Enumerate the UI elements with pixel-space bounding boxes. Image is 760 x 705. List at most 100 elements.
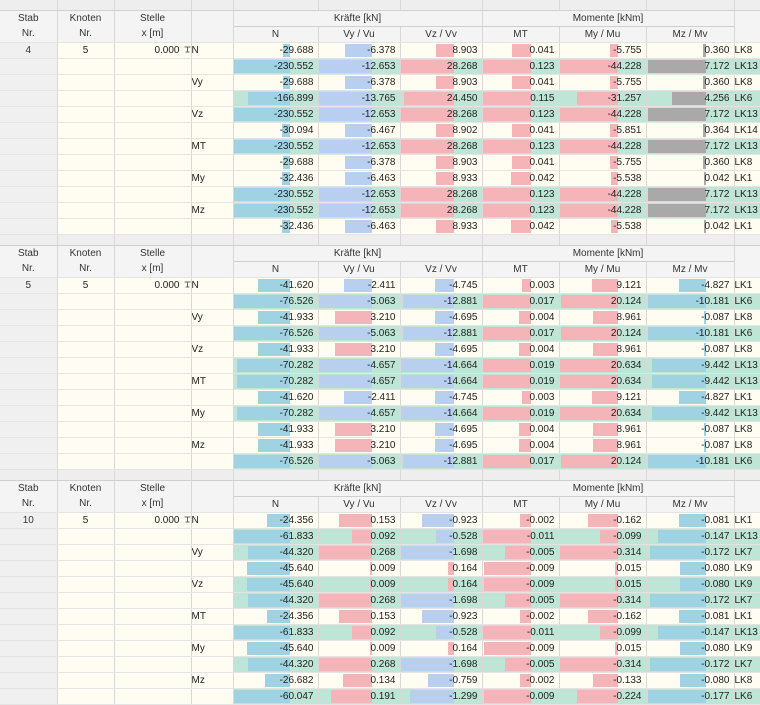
bar-vz <box>447 562 454 575</box>
bar-mt <box>521 391 531 404</box>
bar-mt <box>482 455 531 468</box>
value-text: -0.011 <box>526 530 555 542</box>
table-row[interactable]: 10 5 0.000 N -24.356 0.153 -0.923 -0.002 -0.162 -… <box>0 512 760 529</box>
value-text: 0.041 <box>529 124 555 136</box>
value-text: -2.411 <box>367 279 396 291</box>
value-text: -1.299 <box>449 690 478 702</box>
bar-my <box>610 172 618 185</box>
table-row[interactable]: Vy -41.933 3.210 -4.695 0.004 8.961 -0.087 LK8 <box>0 309 760 326</box>
value-my: 20.634 <box>559 357 647 374</box>
bar-my <box>587 514 618 527</box>
table-row[interactable]: -44.320 0.268 -1.698 -0.005 -0.314 -0.172 LK7 <box>0 656 760 673</box>
table-row[interactable]: Mz -26.682 0.134 -0.759 -0.002 -0.133 -0.080 LK… <box>0 672 760 689</box>
value-my: 0.015 <box>559 560 647 577</box>
table-row[interactable]: Vz -45.640 0.009 0.164 -0.009 0.015 -0.080 LK9 <box>0 576 760 593</box>
table-row[interactable]: -41.620 -2.411 -4.745 0.003 9.121 -4.827 LK1 <box>0 389 760 406</box>
table-row[interactable]: -32.436 -6.463 8.933 0.042 -5.538 0.042 LK1 <box>0 218 760 235</box>
bar-my <box>599 626 618 639</box>
value-vy: -6.378 <box>318 74 401 91</box>
value-text: 3.210 <box>370 311 396 323</box>
table-row[interactable]: Mz -230.552 -12.653 28.268 0.123 -44.228 7.172… <box>0 202 760 219</box>
table-row[interactable]: 4 5 0.000 N -29.688 -6.378 8.903 0.041 -5.755 0.3… <box>0 42 760 59</box>
result-type <box>191 688 234 705</box>
value-vy: -2.411 <box>318 389 401 406</box>
table-row[interactable]: -61.833 0.092 -0.528 -0.011 -0.099 -0.147 LK13 <box>0 528 760 545</box>
table-row[interactable]: -166.899 -13.765 24.450 0.115 -31.257 4.256 LK… <box>0 90 760 107</box>
value-text: -0.162 <box>613 610 642 622</box>
table-row[interactable]: Vz -230.552 -12.653 28.268 0.123 -44.228 7.172… <box>0 106 760 123</box>
stelle-x <box>114 58 192 75</box>
value-my: -0.099 <box>559 624 647 641</box>
value-my: -44.228 <box>559 186 647 203</box>
table-row[interactable]: Vz -41.933 3.210 -4.695 0.004 8.961 -0.087 LK8 <box>0 341 760 358</box>
table-row[interactable]: -30.094 -6.467 8.902 0.041 -5.851 0.364 LK14 <box>0 122 760 139</box>
gap-cell <box>191 469 234 481</box>
value-text: 0.017 <box>529 455 555 467</box>
table-row[interactable]: -44.320 0.268 -1.698 -0.005 -0.314 -0.172 LK7 <box>0 592 760 609</box>
value-mz: -10.181 <box>646 453 735 470</box>
gap-row <box>0 234 760 246</box>
gap-cell <box>57 0 115 11</box>
table-row[interactable]: -70.282 -4.657 -14.664 0.019 20.634 -9.442 LK1… <box>0 357 760 374</box>
value-text: -0.087 <box>701 439 730 451</box>
table-row[interactable]: Mz -41.933 3.210 -4.695 0.004 8.961 -0.087 LK8 <box>0 437 760 454</box>
table-row[interactable]: 5 5 0.000 N -41.620 -2.411 -4.745 0.003 9.121 -4.… <box>0 277 760 294</box>
value-text: 28.268 <box>446 204 478 216</box>
value-text: 0.134 <box>370 674 396 686</box>
value-text: 8.933 <box>452 172 478 184</box>
bar-vz <box>400 60 454 73</box>
bar-mz <box>651 375 706 388</box>
value-my: 8.961 <box>559 341 647 358</box>
bar-mt <box>518 343 531 356</box>
table-row[interactable]: -76.526 -5.063 -12.881 0.017 20.124 -10.181 LK… <box>0 325 760 342</box>
stelle-value: 0.000 <box>154 279 180 291</box>
table-row[interactable]: -29.688 -6.378 8.903 0.041 -5.755 0.360 LK8 <box>0 154 760 171</box>
gap-cell <box>318 234 401 246</box>
value-mt: 0.123 <box>482 106 560 123</box>
table-row[interactable]: -76.526 -5.063 -12.881 0.017 20.124 -10.181 LK… <box>0 293 760 310</box>
value-text: 0.015 <box>616 578 642 590</box>
gap-cell <box>559 469 647 481</box>
value-vy: -6.463 <box>318 170 401 187</box>
knoten-nr <box>57 608 115 625</box>
value-my: 20.124 <box>559 325 647 342</box>
value-text: -76.526 <box>279 295 314 307</box>
value-text: -0.011 <box>526 626 555 638</box>
table-row[interactable]: Vy -29.688 -6.378 8.903 0.041 -5.755 0.360 LK8 <box>0 74 760 91</box>
load-case: LK13 <box>734 186 760 203</box>
value-mz: -0.080 <box>646 560 735 577</box>
value-text: 0.191 <box>370 690 396 702</box>
result-type: Vz <box>191 341 234 358</box>
table-row[interactable]: -230.552 -12.653 28.268 0.123 -44.228 7.172 LK… <box>0 186 760 203</box>
table-row[interactable]: -60.047 0.191 -1.299 -0.009 -0.224 -0.177 LK6 <box>0 688 760 705</box>
stab-nr <box>0 325 58 342</box>
table-row[interactable]: -61.833 0.092 -0.528 -0.011 -0.099 -0.147 LK13 <box>0 624 760 641</box>
bar-my <box>592 343 618 356</box>
table-row[interactable]: My -45.640 0.009 0.164 -0.009 0.015 -0.080 LK9 <box>0 640 760 657</box>
value-text: 8.961 <box>616 311 642 323</box>
header-knoten-nr: Nr. <box>57 261 115 278</box>
value-text: -166.899 <box>274 92 314 104</box>
table-row[interactable]: MT -70.282 -4.657 -14.664 0.019 20.634 -9.442 L… <box>0 373 760 390</box>
table-row[interactable]: Vy -44.320 0.268 -1.698 -0.005 -0.314 -0.172 LK… <box>0 544 760 561</box>
table-row[interactable]: My -70.282 -4.657 -14.664 0.019 20.634 -9.442 L… <box>0 405 760 422</box>
stab-nr <box>0 592 58 609</box>
value-text: -41.933 <box>279 423 314 435</box>
value-vy: -5.063 <box>318 293 401 310</box>
table-row[interactable]: MT -24.356 0.153 -0.923 -0.002 -0.162 -0.081 LK… <box>0 608 760 625</box>
bar-vz <box>434 343 454 356</box>
bar-mt <box>504 546 531 559</box>
table-row[interactable]: MT -230.552 -12.653 28.268 0.123 -44.228 7.172… <box>0 138 760 155</box>
value-my: 20.124 <box>559 453 647 470</box>
table-row[interactable]: -230.552 -12.653 28.268 0.123 -44.228 7.172 LK… <box>0 58 760 75</box>
value-text: 3.210 <box>370 423 396 435</box>
table-row[interactable]: -41.933 3.210 -4.695 0.004 8.961 -0.087 LK8 <box>0 421 760 438</box>
value-text: -44.228 <box>607 60 642 72</box>
bar-mt <box>482 108 531 121</box>
table-row[interactable]: -45.640 0.009 0.164 -0.009 0.015 -0.080 LK9 <box>0 560 760 577</box>
table-row[interactable]: -76.526 -5.063 -12.881 0.017 20.124 -10.181 LK… <box>0 453 760 470</box>
bar-vz <box>400 204 454 217</box>
table-row[interactable]: My -32.436 -6.463 8.933 0.042 -5.538 0.042 LK1 <box>0 170 760 187</box>
value-text: 0.123 <box>529 140 555 152</box>
stelle-value: 0.000 <box>154 514 180 526</box>
